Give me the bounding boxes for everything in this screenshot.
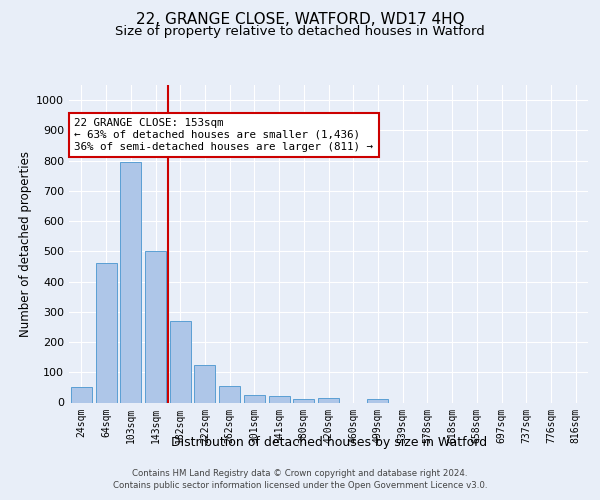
- Bar: [95, 264, 116, 402]
- Bar: [367, 400, 388, 402]
- Bar: [120, 162, 141, 402]
- Bar: [71, 388, 92, 402]
- Text: Distribution of detached houses by size in Watford: Distribution of detached houses by size …: [171, 436, 487, 449]
- Text: 22, GRANGE CLOSE, WATFORD, WD17 4HQ: 22, GRANGE CLOSE, WATFORD, WD17 4HQ: [136, 12, 464, 26]
- Bar: [170, 321, 191, 402]
- Y-axis label: Number of detached properties: Number of detached properties: [19, 151, 32, 337]
- Bar: [244, 395, 265, 402]
- Bar: [269, 396, 290, 402]
- Text: Contains HM Land Registry data © Crown copyright and database right 2024.: Contains HM Land Registry data © Crown c…: [132, 470, 468, 478]
- Text: Size of property relative to detached houses in Watford: Size of property relative to detached ho…: [115, 24, 485, 38]
- Bar: [293, 399, 314, 402]
- Bar: [318, 398, 339, 402]
- Bar: [194, 364, 215, 403]
- Text: 22 GRANGE CLOSE: 153sqm
← 63% of detached houses are smaller (1,436)
36% of semi: 22 GRANGE CLOSE: 153sqm ← 63% of detache…: [74, 118, 373, 152]
- Bar: [145, 252, 166, 402]
- Bar: [219, 386, 240, 402]
- Text: Contains public sector information licensed under the Open Government Licence v3: Contains public sector information licen…: [113, 480, 487, 490]
